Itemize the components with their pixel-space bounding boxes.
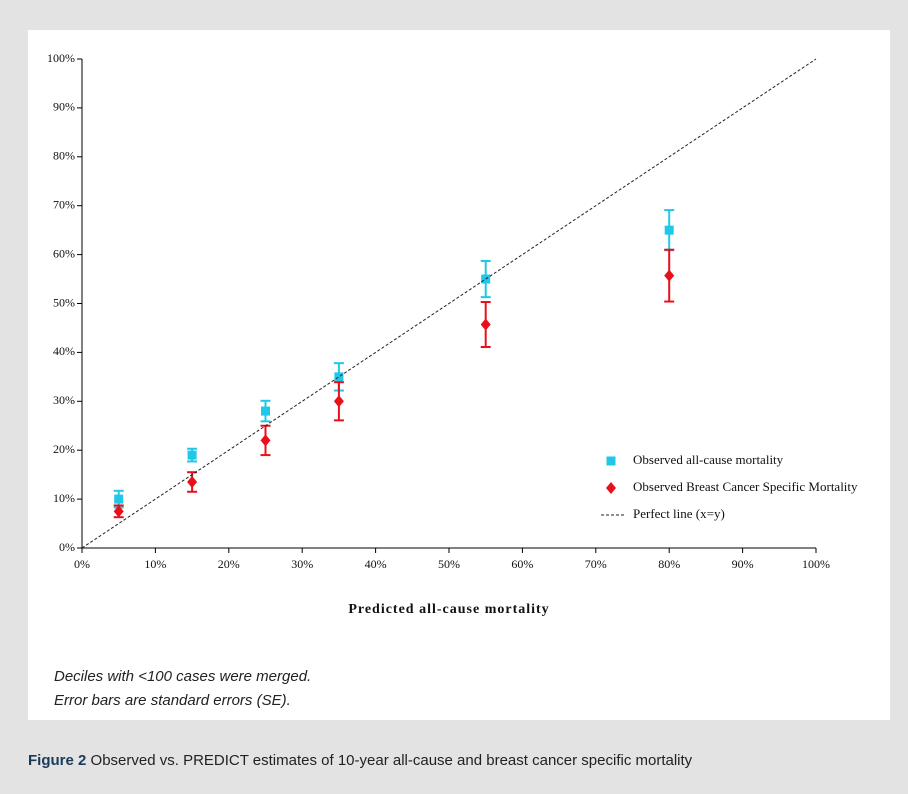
marker-diamond xyxy=(260,434,271,447)
reference-line xyxy=(81,58,817,549)
x-tick-label: 90% xyxy=(732,557,754,571)
y-tick-label: 60% xyxy=(53,246,75,260)
marker-diamond xyxy=(664,269,675,282)
note: Error bars are standard errors (SE). xyxy=(54,692,291,709)
marker-diamond xyxy=(333,395,344,408)
x-tick-label: 40% xyxy=(365,557,387,571)
y-tick-label: 10% xyxy=(53,491,75,505)
y-tick-label: 70% xyxy=(53,197,75,211)
x-tick-label: 30% xyxy=(291,557,313,571)
marker-square xyxy=(334,372,344,382)
legend-label: Observed Breast Cancer Specific Mortalit… xyxy=(633,479,858,494)
x-tick-label: 50% xyxy=(438,557,460,571)
y-tick-label: 90% xyxy=(53,100,75,114)
legend-label: Perfect line (x=y) xyxy=(633,506,725,521)
x-tick-label: 70% xyxy=(585,557,607,571)
x-tick-label: 100% xyxy=(802,557,830,571)
marker-square xyxy=(187,450,197,460)
x-tick-label: 80% xyxy=(658,557,680,571)
marker-square xyxy=(261,406,270,416)
marker-square xyxy=(664,225,674,235)
marker-square xyxy=(114,494,124,504)
x-axis-label: Predicted all-cause mortality xyxy=(348,602,549,617)
note: Deciles with <100 cases were merged. xyxy=(54,668,312,685)
legend-label: Observed all-cause mortality xyxy=(633,452,784,467)
y-tick-label: 0% xyxy=(59,540,75,554)
caption-label: Figure 2 xyxy=(28,752,87,769)
x-tick-label: 60% xyxy=(511,557,533,571)
marker-diamond xyxy=(480,318,491,331)
caption-text: Observed vs. PREDICT estimates of 10-yea… xyxy=(90,752,693,769)
y-tick-label: 30% xyxy=(53,393,75,407)
x-tick-label: 0% xyxy=(74,557,90,571)
y-tick-label: 100% xyxy=(47,51,75,65)
x-tick-label: 10% xyxy=(144,557,166,571)
figure-panel xyxy=(28,30,890,720)
marker-square xyxy=(606,456,616,466)
marker-diamond xyxy=(187,475,198,488)
y-tick-label: 80% xyxy=(53,149,75,163)
caption: Figure 2 Observed vs. PREDICT estimates … xyxy=(28,752,692,769)
marker-diamond xyxy=(606,482,616,494)
marker-diamond xyxy=(113,505,124,518)
x-tick-label: 20% xyxy=(218,557,240,571)
y-tick-label: 40% xyxy=(53,344,75,358)
y-tick-label: 20% xyxy=(53,442,75,456)
y-tick-label: 50% xyxy=(53,295,75,309)
